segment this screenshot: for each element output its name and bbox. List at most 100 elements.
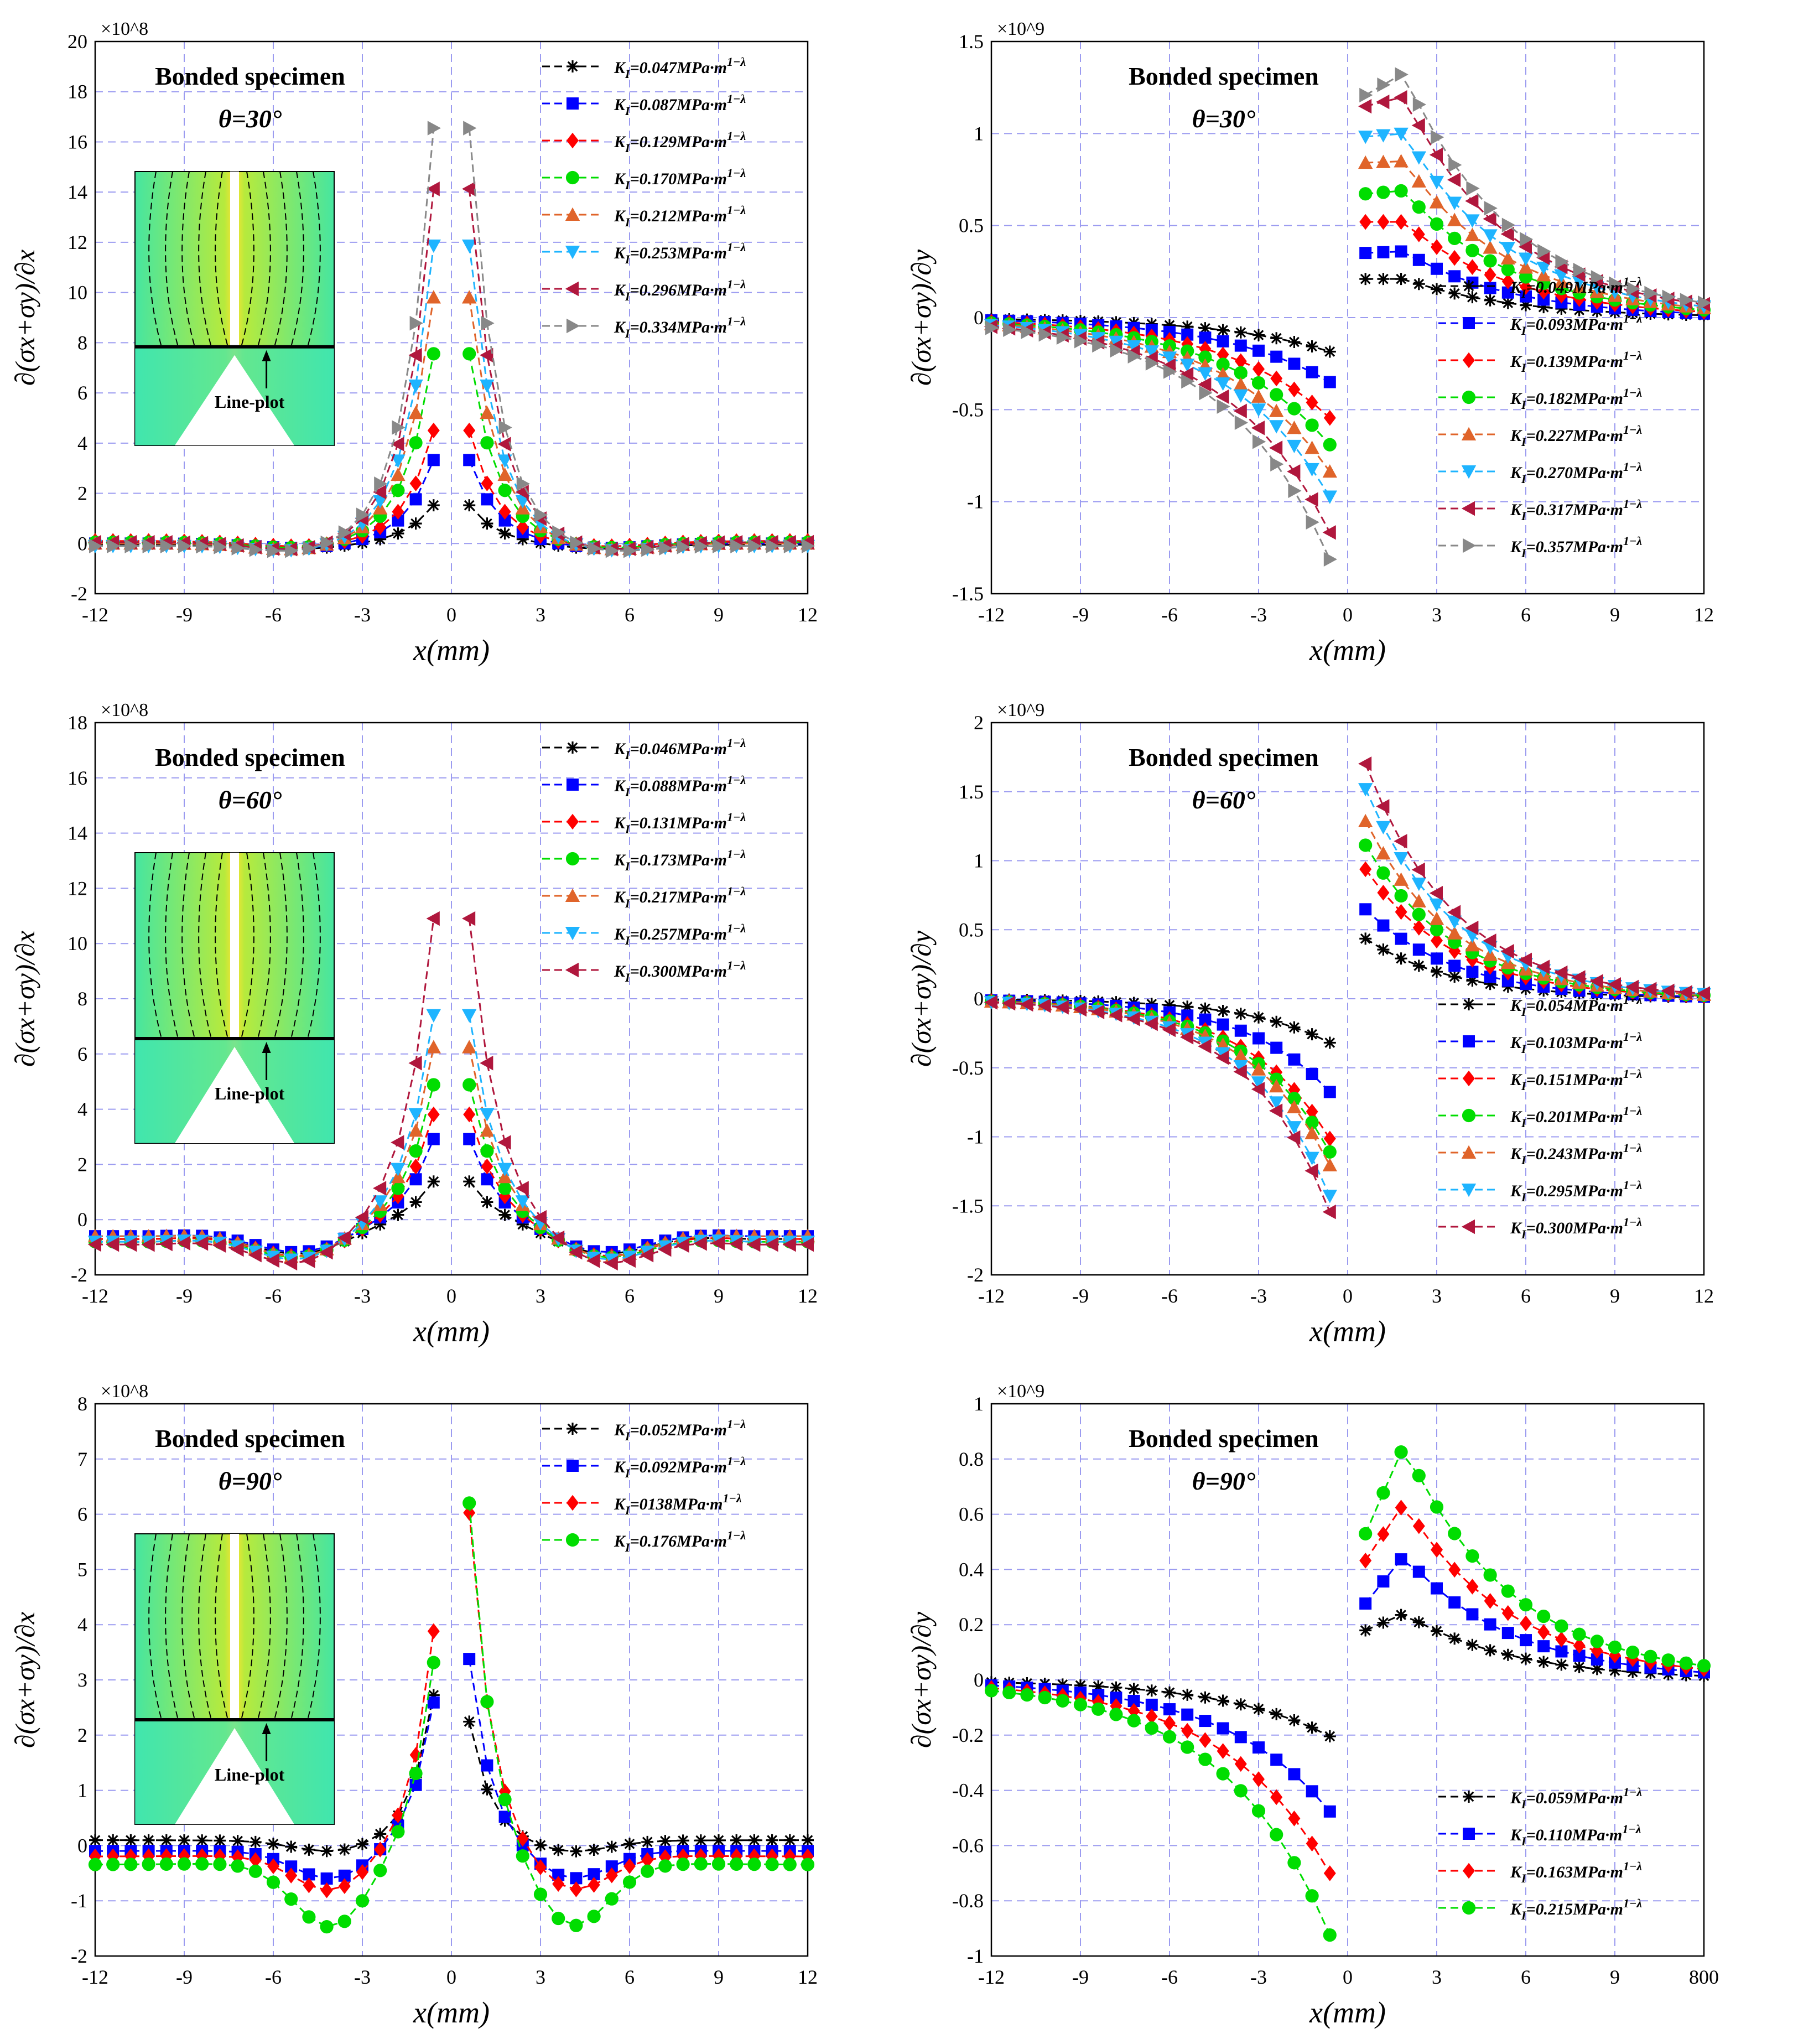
- data-point-marker: [1251, 403, 1266, 417]
- data-point-marker: [565, 281, 579, 297]
- data-point-marker: [1162, 1022, 1176, 1037]
- data-point-marker: [1038, 1690, 1052, 1705]
- data-point-marker: [1287, 1099, 1302, 1114]
- data-point-marker: [1163, 999, 1176, 1011]
- inset-notch: [175, 355, 294, 445]
- legend-entry: KI=0.243MPa·m1−λ: [1510, 1141, 1642, 1167]
- data-point-marker: [1395, 1500, 1407, 1516]
- data-point-marker: [765, 1858, 779, 1871]
- data-point-marker: [802, 538, 815, 554]
- data-point-marker: [1555, 1631, 1568, 1648]
- data-point-marker: [1501, 286, 1514, 299]
- data-point-marker: [1163, 364, 1177, 379]
- legend-value: =0.151MPa·m: [1526, 1071, 1623, 1089]
- data-point-marker: [266, 1253, 279, 1268]
- legend-subscript: I: [625, 822, 631, 836]
- inset-contour-line: [165, 171, 179, 347]
- inset-contour-line: [257, 852, 271, 1039]
- legend-superscript: 1−λ: [1623, 534, 1642, 548]
- data-point-marker: [1181, 373, 1195, 389]
- data-point-marker: [284, 1892, 298, 1906]
- data-point-marker: [516, 1218, 529, 1231]
- data-point-marker: [1376, 821, 1391, 835]
- data-point-marker: [1430, 1500, 1444, 1514]
- data-point-marker: [462, 1009, 477, 1023]
- data-point-marker: [498, 514, 511, 527]
- data-point-marker: [1520, 232, 1534, 247]
- legend-value: =0.049MPa·m: [1526, 278, 1623, 297]
- data-point-marker: [89, 538, 103, 554]
- data-point-marker: [427, 1106, 440, 1123]
- data-point-marker: [1038, 327, 1052, 342]
- data-point-marker: [1269, 420, 1284, 434]
- data-point-marker: [463, 1133, 476, 1145]
- y-tick-label: -0.5: [952, 1057, 984, 1079]
- legend-entry: KI=0.103MPa·m1−λ: [1510, 1030, 1642, 1056]
- data-point-marker: [552, 1869, 565, 1881]
- legend: KI=0.054MPa·m1−λKI=0.103MPa·m1−λKI=0.151…: [1438, 993, 1642, 1241]
- x-tick-label: 6: [625, 604, 635, 626]
- y-tick-label: 7: [77, 1448, 87, 1470]
- legend-superscript: 1−λ: [727, 773, 746, 787]
- legend-superscript: 1−λ: [727, 921, 746, 935]
- legend-entry: KI=0.131MPa·m1−λ: [614, 810, 746, 836]
- chart-subtitle: θ=30°: [1192, 105, 1256, 133]
- y-tick-label: -1.5: [952, 583, 984, 605]
- data-point-marker: [605, 543, 619, 558]
- y-tick-label: 4: [77, 1614, 87, 1636]
- legend-subscript: I: [625, 252, 631, 266]
- inset-contour-line: [274, 171, 288, 347]
- legend-value: =0.131MPa·m: [630, 814, 727, 832]
- legend: KI=0.052MPa·m1−λKI=0.092MPa·m1−λKI=0138M…: [542, 1417, 746, 1554]
- data-point-marker: [1412, 959, 1425, 972]
- data-point-marker: [1217, 1722, 1229, 1735]
- y-tick-label: 4: [77, 1098, 87, 1120]
- data-point-marker: [1234, 1698, 1247, 1711]
- data-point-marker: [1573, 262, 1587, 278]
- legend-value: =0.139MPa·m: [1526, 352, 1623, 371]
- data-point-marker: [1092, 338, 1106, 353]
- data-point-marker: [1609, 1664, 1621, 1677]
- data-point-marker: [1181, 1723, 1194, 1739]
- data-point-marker: [1287, 421, 1302, 434]
- data-point-marker: [1377, 214, 1390, 230]
- data-point-marker: [1306, 366, 1318, 378]
- data-point-marker: [1092, 1680, 1105, 1693]
- data-point-marker: [1181, 328, 1194, 341]
- data-point-marker: [1431, 129, 1444, 145]
- axis-multiplier: ×10^9: [997, 19, 1044, 39]
- x-axis-label: x(mm): [1309, 634, 1386, 667]
- legend-subscript: I: [1521, 546, 1527, 560]
- data-point-marker: [515, 1195, 530, 1209]
- data-point-marker: [1394, 127, 1409, 141]
- data-point-marker: [1217, 399, 1230, 414]
- data-point-marker: [1288, 381, 1301, 398]
- data-point-marker: [426, 290, 441, 304]
- data-point-marker: [498, 1181, 512, 1195]
- axis-multiplier: ×10^9: [997, 700, 1044, 720]
- data-point-marker: [1199, 1002, 1212, 1015]
- data-point-marker: [1591, 1653, 1603, 1666]
- data-point-marker: [409, 1158, 422, 1175]
- data-point-marker: [1287, 402, 1301, 416]
- data-point-marker: [1217, 335, 1229, 347]
- legend-k: K: [1510, 1071, 1522, 1089]
- x-tick-label: 9: [1610, 1966, 1620, 1988]
- data-point-marker: [498, 504, 511, 520]
- legend-superscript: 1−λ: [1623, 1141, 1642, 1155]
- data-point-marker: [462, 1078, 476, 1092]
- data-point-marker: [1377, 943, 1390, 956]
- data-point-marker: [1234, 1756, 1247, 1772]
- data-point-marker: [1234, 1784, 1248, 1798]
- data-point-marker: [356, 1864, 368, 1880]
- data-point-marker: [1074, 1679, 1087, 1692]
- data-point-marker: [480, 1144, 494, 1158]
- data-point-marker: [1500, 226, 1514, 242]
- data-point-marker: [676, 1858, 690, 1871]
- data-point-marker: [89, 1834, 101, 1846]
- data-point-marker: [1359, 1624, 1372, 1637]
- data-point-marker: [1466, 181, 1480, 196]
- data-point-marker: [1607, 977, 1621, 992]
- series-6: [87, 911, 814, 1271]
